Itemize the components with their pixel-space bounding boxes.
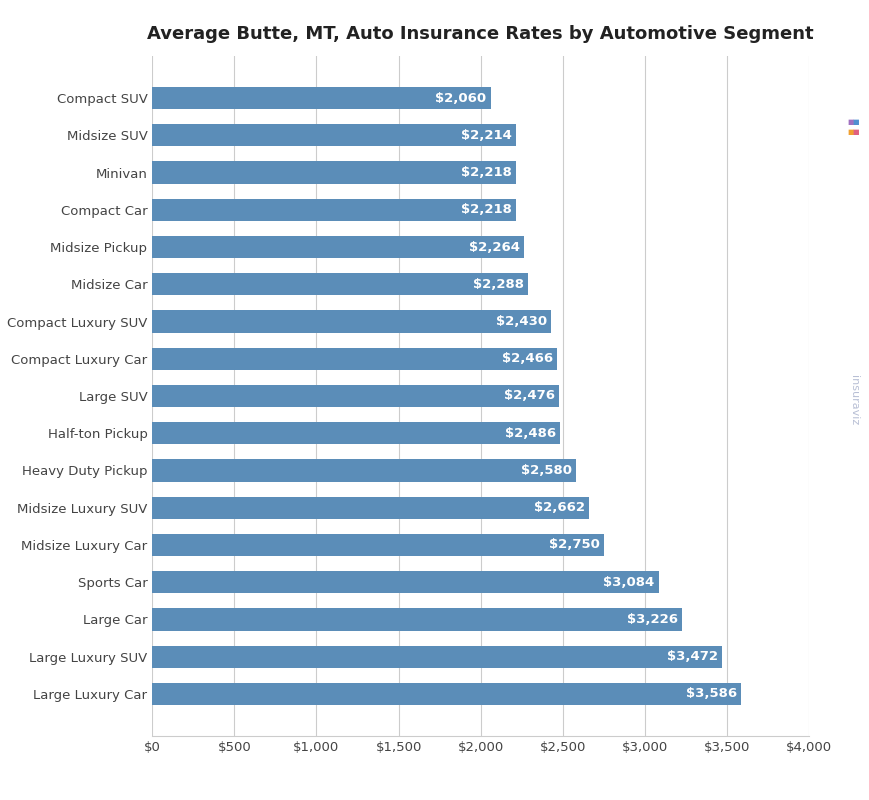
Text: $2,264: $2,264 — [468, 241, 520, 254]
Bar — [152, 608, 681, 630]
Bar — [152, 87, 490, 110]
Text: $2,288: $2,288 — [473, 278, 523, 290]
Text: $2,060: $2,060 — [434, 91, 486, 105]
Bar — [152, 422, 560, 445]
Bar — [152, 534, 603, 556]
Text: insuraviz: insuraviz — [848, 375, 859, 425]
Text: $2,486: $2,486 — [505, 426, 556, 440]
Bar — [152, 236, 523, 258]
Bar — [152, 571, 658, 594]
Bar — [152, 124, 515, 146]
Bar — [152, 682, 740, 705]
Text: ■: ■ — [852, 119, 859, 126]
Text: $3,084: $3,084 — [602, 576, 653, 589]
Bar — [152, 198, 516, 221]
Bar — [152, 162, 516, 184]
Text: $3,472: $3,472 — [667, 650, 718, 663]
Text: $2,218: $2,218 — [461, 166, 512, 179]
Text: $2,580: $2,580 — [521, 464, 571, 477]
Bar — [152, 310, 551, 333]
Text: $2,218: $2,218 — [461, 203, 512, 216]
Bar — [152, 459, 575, 482]
Text: ■: ■ — [852, 129, 859, 135]
Bar — [152, 497, 588, 519]
Bar — [152, 347, 556, 370]
Text: $2,750: $2,750 — [548, 538, 599, 551]
Text: $2,430: $2,430 — [495, 315, 547, 328]
Text: $2,476: $2,476 — [503, 390, 554, 402]
Text: $2,214: $2,214 — [461, 129, 511, 142]
Text: ■: ■ — [846, 129, 853, 135]
Title: Average Butte, MT, Auto Insurance Rates by Automotive Segment: Average Butte, MT, Auto Insurance Rates … — [147, 26, 813, 43]
Text: $3,586: $3,586 — [685, 687, 736, 701]
Text: $2,662: $2,662 — [534, 502, 585, 514]
Bar — [152, 273, 527, 295]
Bar — [152, 646, 721, 668]
Text: ■: ■ — [846, 119, 853, 126]
Text: $2,466: $2,466 — [501, 352, 553, 366]
Bar — [152, 385, 558, 407]
Text: $3,226: $3,226 — [627, 613, 677, 626]
